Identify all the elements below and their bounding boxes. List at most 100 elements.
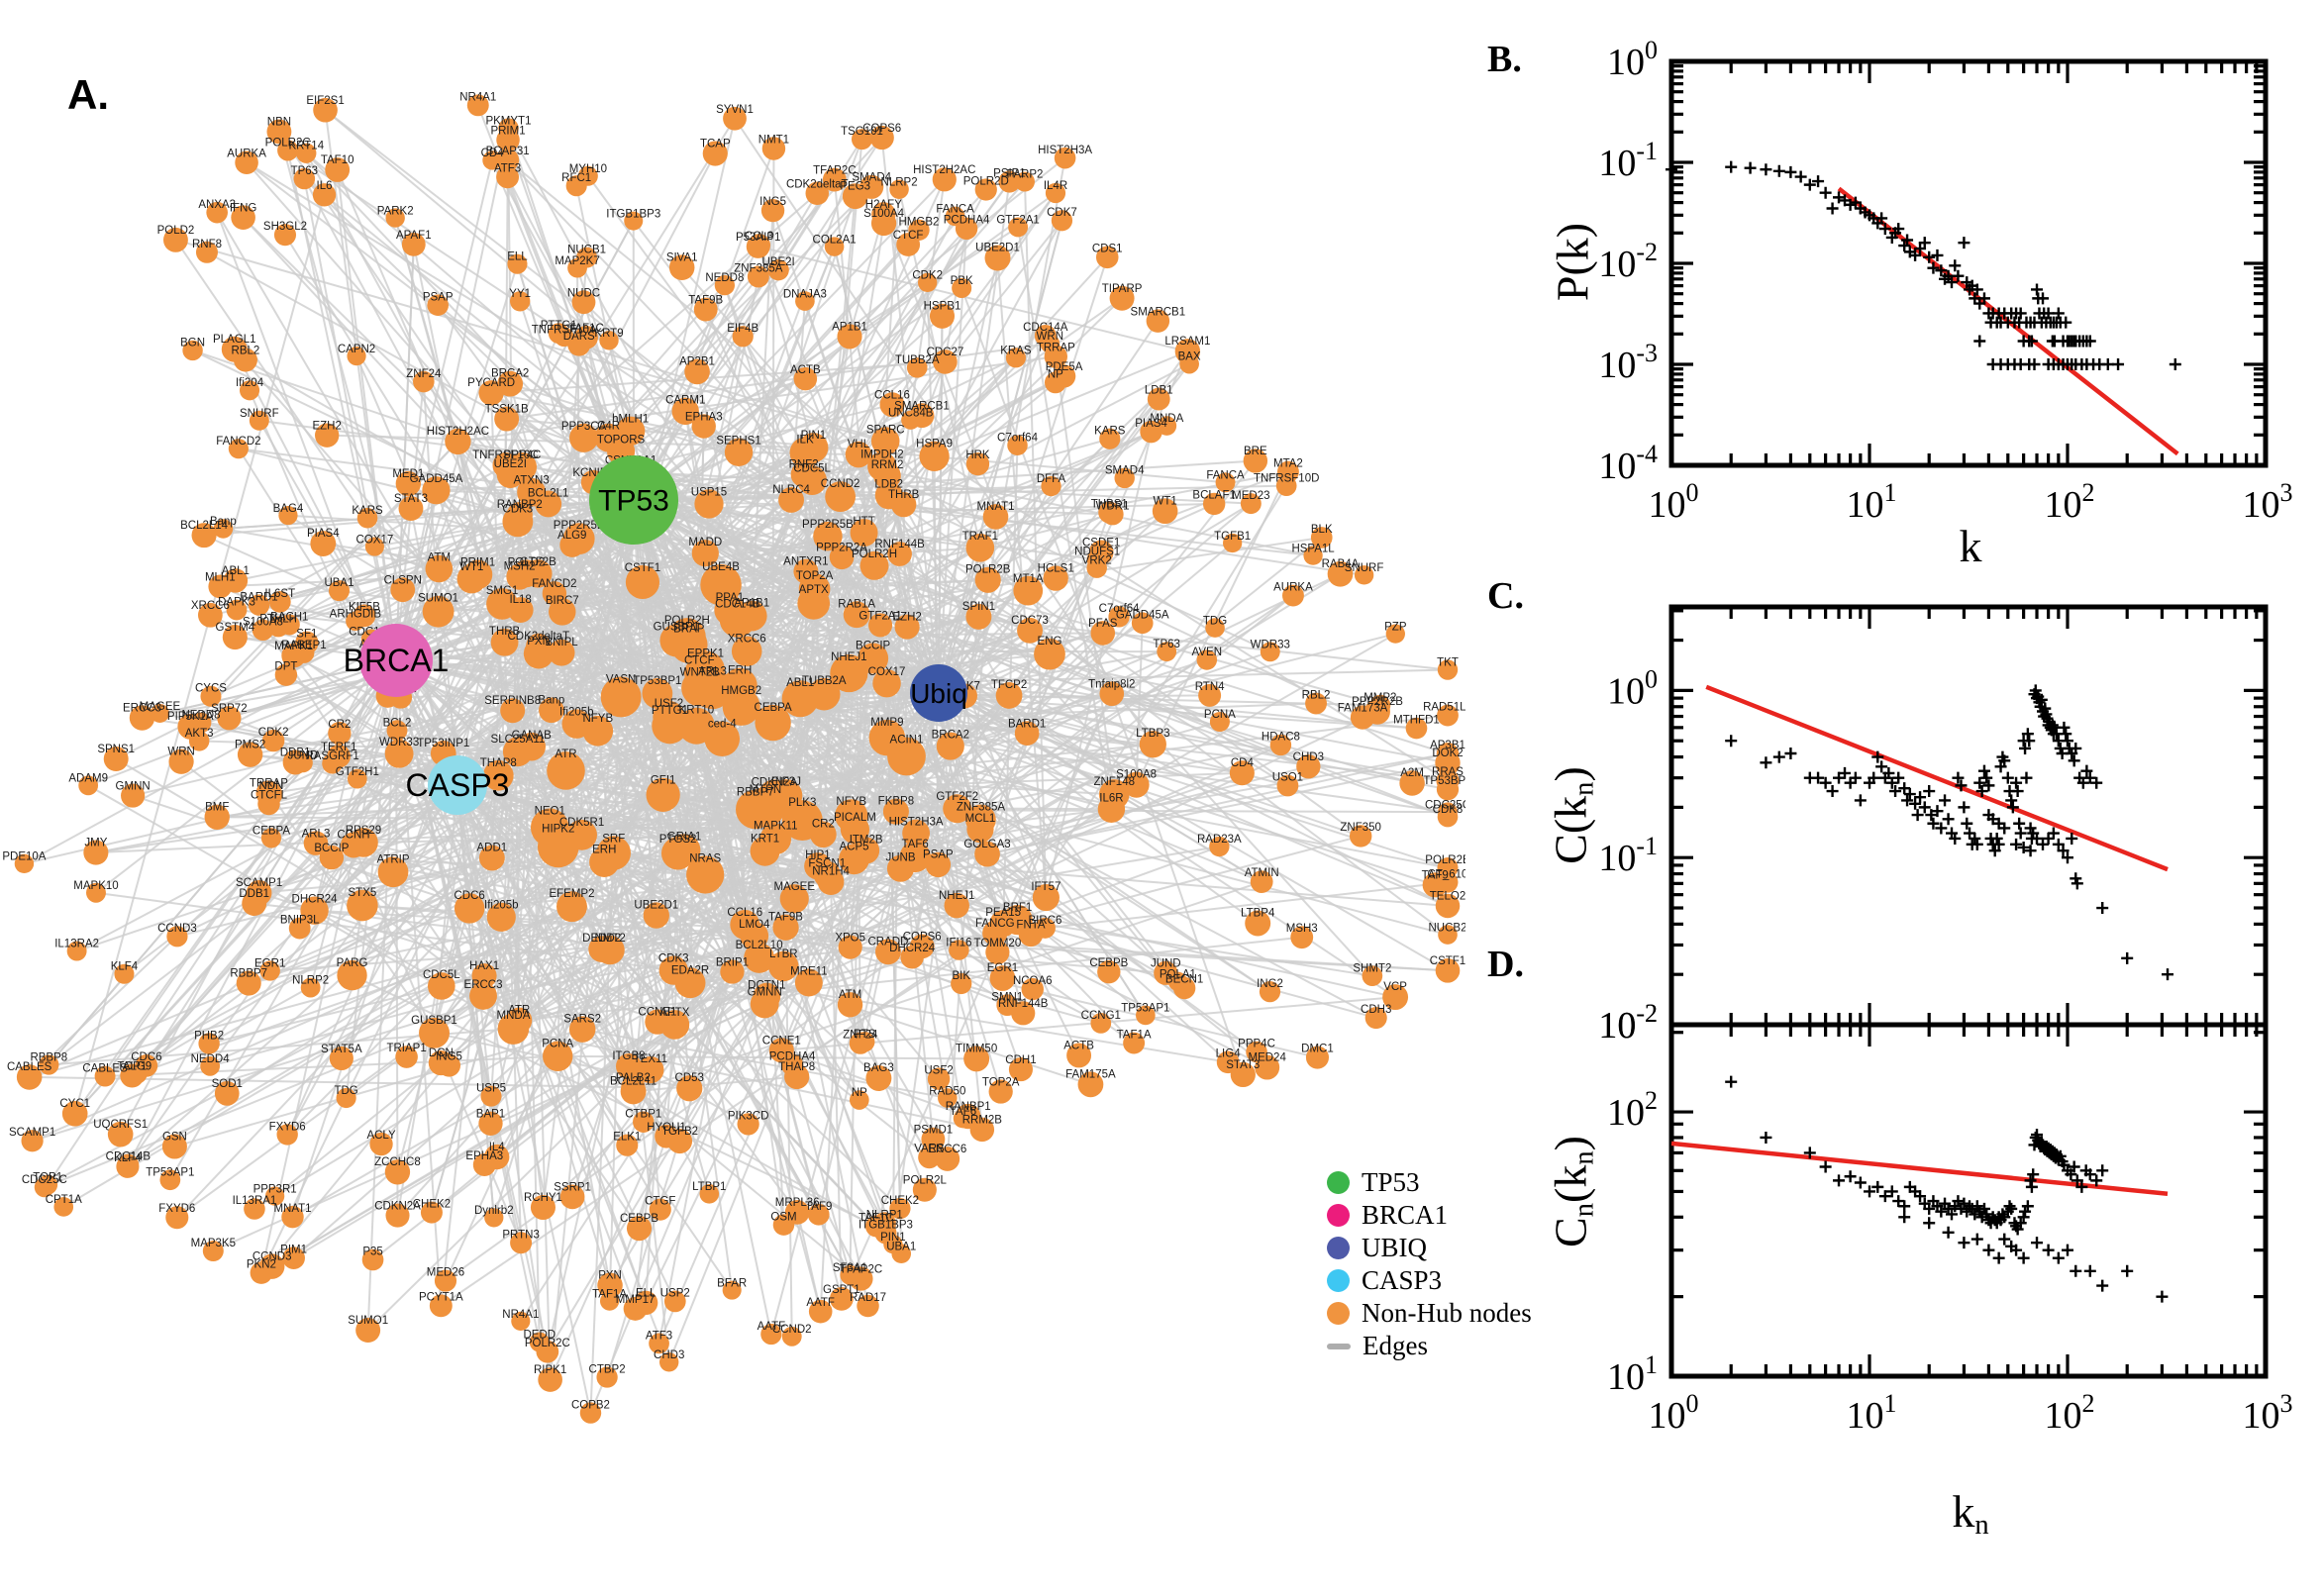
- network-node: [1077, 1071, 1104, 1098]
- network-node: [300, 896, 329, 925]
- network-edge: [285, 673, 458, 786]
- network-edge: [395, 659, 652, 1071]
- network-edge: [938, 692, 1167, 974]
- fit-line: [1705, 684, 2169, 872]
- network-edge: [886, 474, 1271, 653]
- scatter-point: [1911, 809, 1924, 822]
- network-edge: [549, 499, 635, 1380]
- network-node: [1114, 467, 1135, 489]
- network-node: [974, 841, 1000, 867]
- tp53-swatch-icon: [1327, 1171, 1350, 1194]
- network-edge: [608, 499, 635, 1302]
- network-node: [1282, 584, 1304, 607]
- network-node: [633, 1111, 655, 1133]
- network-node: [347, 889, 378, 922]
- edge-swatch-icon: [1327, 1343, 1351, 1349]
- scatter-point: [1939, 794, 1952, 807]
- network-edge: [938, 650, 1167, 694]
- scatter-point: [2156, 1290, 2169, 1303]
- plot-panel-c: 100 10-1 10-2: [1598, 604, 2269, 1047]
- y-tick-label: 100: [1607, 36, 1658, 83]
- network-node: [103, 747, 129, 771]
- network-node: [951, 972, 972, 995]
- ylabel-d-mid: (k: [1545, 1164, 1596, 1203]
- network-edge: [246, 161, 550, 505]
- scatter-point: [2011, 785, 2024, 798]
- network-edge: [395, 659, 515, 1030]
- network-node: [1243, 449, 1268, 473]
- network-edge: [395, 659, 443, 1306]
- network-edge: [286, 150, 397, 661]
- network-edge: [456, 137, 883, 786]
- network-node: [918, 272, 938, 293]
- network-edge: [938, 502, 1252, 694]
- x-tick-label: 102: [2045, 478, 2095, 526]
- scatter-point: [1998, 1233, 2011, 1246]
- scatter-point: [1898, 782, 1911, 795]
- network-node: [760, 1323, 782, 1346]
- network-edge: [309, 659, 397, 988]
- network-edge: [259, 659, 397, 1273]
- network-edge: [938, 228, 968, 694]
- scatter-point: [1982, 779, 1995, 792]
- network-node: [237, 742, 263, 767]
- network-node: [700, 563, 742, 606]
- scatter-point: [1760, 756, 1772, 769]
- network-node: [259, 960, 280, 981]
- network-node: [955, 1103, 981, 1130]
- network-edge: [784, 927, 793, 1337]
- data-points: [1725, 684, 2174, 981]
- scatter-point: [2013, 817, 2026, 830]
- network-edge: [217, 784, 458, 819]
- xlabel-b-text: k: [1959, 521, 1982, 571]
- network-node: [1140, 420, 1162, 444]
- scatter-point: [1826, 785, 1839, 798]
- network-edge: [303, 178, 397, 661]
- network-node: [702, 141, 728, 166]
- network-node: [490, 628, 519, 656]
- network-node: [889, 1197, 911, 1220]
- scatter-point: [1772, 750, 1785, 763]
- ylabel-d-sub: n: [1568, 1203, 1600, 1218]
- network-edge: [456, 784, 645, 1123]
- x-tick-label: 101: [1847, 478, 1897, 526]
- network-edge: [395, 659, 819, 867]
- nodes-layer: [14, 94, 1461, 1424]
- network-node: [794, 968, 823, 997]
- network-edge: [456, 366, 918, 786]
- network-node: [511, 1311, 531, 1331]
- network-node: [282, 1247, 305, 1269]
- network-node: [222, 625, 248, 650]
- network-node: [336, 1087, 356, 1109]
- network-node: [1209, 836, 1230, 857]
- plot-frame: [1668, 58, 2269, 468]
- network-edge: [509, 474, 768, 997]
- scatter-point: [2169, 358, 2181, 370]
- data-points: [1666, 160, 2181, 370]
- x-tick-label: 101: [1847, 1389, 1897, 1437]
- network-node: [694, 489, 724, 519]
- legend-item-nonhub: Non-Hub nodes: [1327, 1297, 1532, 1330]
- y-tick-label: 10-2: [1598, 999, 1658, 1047]
- scatter-point: [1819, 1160, 1832, 1173]
- x-tick-label: 102: [2045, 1389, 2095, 1437]
- x-tick-label: 103: [2243, 1389, 2293, 1437]
- network-edge: [456, 451, 806, 786]
- legend-item-ubiq: UBIQ: [1327, 1232, 1532, 1264]
- network-node: [266, 119, 292, 145]
- network-node: [822, 167, 847, 192]
- ylabel-d-post: ): [1545, 1136, 1596, 1151]
- scatter-point: [2068, 754, 2080, 767]
- network-node: [793, 366, 818, 391]
- network-node: [571, 290, 596, 315]
- network-node: [921, 1127, 946, 1151]
- network-edge: [926, 282, 940, 694]
- network-edge: [456, 784, 611, 1286]
- network-node: [200, 1055, 221, 1076]
- network-node: [637, 1055, 664, 1084]
- network-node: [1250, 870, 1273, 893]
- network-edge: [497, 499, 635, 776]
- network-edge: [542, 499, 635, 1208]
- network-edge: [1135, 623, 1144, 785]
- network-edge: [456, 784, 765, 1005]
